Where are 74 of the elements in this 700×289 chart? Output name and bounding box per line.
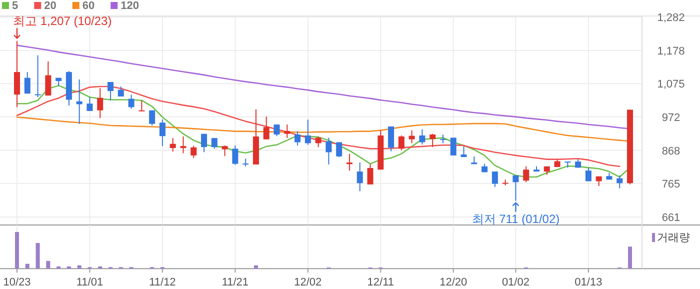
x-tick-label: 11/01 — [76, 276, 104, 289]
candlestick — [24, 72, 30, 94]
candlestick — [274, 124, 280, 137]
candlestick — [149, 110, 156, 126]
annotation: 최고 1,207 (10/23) — [13, 14, 112, 28]
candlestick — [419, 128, 426, 145]
candlestick — [232, 144, 238, 166]
bar — [25, 264, 30, 269]
y-tick-label: 1,075 — [657, 78, 685, 91]
candlestick — [108, 82, 114, 101]
candlestick — [616, 174, 623, 189]
candlestick — [388, 126, 394, 152]
bar — [628, 246, 632, 269]
candlestick — [97, 88, 104, 119]
candlestick — [211, 138, 218, 150]
candlestick — [263, 116, 270, 140]
y-tick-label: 868 — [662, 145, 680, 158]
candlestick — [14, 40, 20, 108]
candlestick — [450, 137, 456, 156]
annotation: 최저 711 (01/02) — [472, 212, 560, 226]
candlestick — [86, 96, 93, 112]
y-tick-label: 765 — [662, 178, 680, 190]
candlestick — [326, 137, 332, 165]
x-tick-label: 11/12 — [149, 276, 176, 289]
candlestick — [222, 144, 228, 157]
bar — [77, 265, 82, 269]
x-tick-label: 10/23 — [3, 276, 31, 289]
candlestick — [159, 118, 166, 147]
candlestick — [190, 145, 197, 159]
bar — [254, 265, 258, 269]
candlestick — [523, 166, 530, 183]
candlestick — [304, 119, 311, 146]
candlestick — [585, 167, 592, 182]
x-tick-label: 12/11 — [367, 276, 394, 289]
candlestick — [408, 130, 415, 144]
legend-label: 60 — [82, 0, 95, 12]
x-tick-label: 01/02 — [502, 276, 530, 289]
x-tick-label: 01/13 — [574, 276, 602, 289]
y-tick-label: 972 — [662, 112, 680, 124]
bar — [56, 266, 61, 269]
candlestick — [180, 136, 186, 154]
candlestick — [346, 153, 352, 172]
x-tick-label: 12/02 — [294, 276, 322, 289]
candlestick — [242, 158, 249, 167]
bar — [98, 266, 102, 269]
legend-label: 20 — [44, 0, 56, 12]
candlestick — [201, 133, 208, 153]
candlestick — [128, 94, 134, 110]
candlestick — [315, 136, 322, 148]
candlestick — [356, 162, 363, 192]
candlestick — [367, 164, 374, 185]
x-tick-label: 11/21 — [222, 276, 249, 289]
legend-label: 5 — [12, 0, 18, 12]
bar — [46, 260, 50, 269]
x-tick-label: 12/20 — [440, 276, 468, 289]
candlestick — [34, 54, 41, 98]
bar — [15, 232, 19, 269]
candlestick — [336, 142, 342, 158]
candlestick — [138, 100, 145, 112]
candlestick — [430, 133, 436, 148]
bar — [36, 242, 40, 269]
candlestick — [512, 174, 519, 202]
bar — [66, 266, 71, 269]
legend-label: 120 — [120, 0, 139, 12]
y-tick-label: 1,178 — [657, 45, 685, 58]
candlestick — [294, 130, 301, 146]
candlestick — [492, 171, 498, 188]
candlestick — [284, 124, 290, 139]
candlestick — [398, 134, 404, 151]
candlestick — [170, 138, 176, 152]
y-tick-label: 1,282 — [657, 12, 685, 24]
legend-label: 거래량 — [657, 232, 690, 244]
y-tick-label: 661 — [662, 212, 680, 224]
candlestick — [45, 60, 52, 96]
